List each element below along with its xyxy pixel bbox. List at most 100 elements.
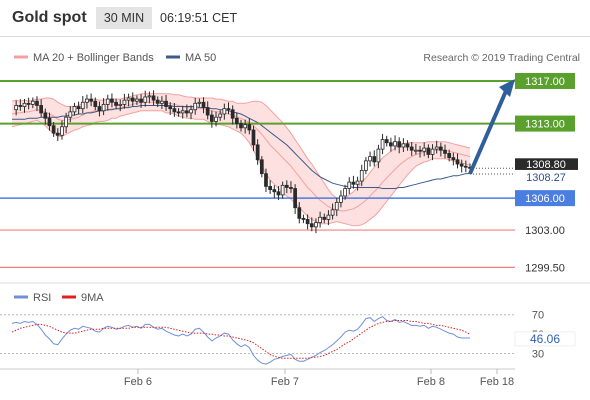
candle-body [76,106,81,110]
ma50-line [12,105,470,189]
candle-body [230,109,235,119]
bollinger-legend-label: MA 20 + Bollinger Bands [33,52,154,64]
rsi-legend-label: RSI [33,292,51,304]
candle-body [380,139,385,150]
candle-body [430,148,435,155]
rsi-legend: RSI 9MA [14,292,104,304]
candle-body [397,141,402,148]
candle-body [234,117,239,124]
candle-body [201,101,206,109]
candle-body [314,222,318,228]
candle-body [130,97,135,102]
rsi-tick-label: 70 [532,310,544,322]
candle-body [18,105,23,107]
candle-body [330,209,335,216]
candle-body [389,142,393,147]
x-tick-label: Feb 8 [417,376,445,388]
candle-body [55,132,60,136]
candle-body [443,149,447,154]
level-tag-1299-50: 1299.50 [525,262,565,274]
candle-body [372,156,377,163]
candle-body [438,146,443,151]
candle-body [343,188,347,197]
candle-body [405,143,410,148]
bollinger-lower-line [11,110,471,227]
candle-body [151,95,156,101]
candle-body [209,114,214,122]
candle-body [305,219,310,225]
candle-body [85,98,89,103]
candle-body [455,159,460,165]
candle-body [351,181,356,185]
candle-body [60,126,64,136]
chart-legend: MA 20 + Bollinger Bands MA 50 Research ©… [14,52,580,64]
candle-body [264,173,268,187]
candle-body [64,116,68,128]
candle-body [143,96,148,103]
candle-body [239,123,243,129]
candle-body [47,117,52,127]
level-tag-bg-1299-50 [515,259,575,276]
candle-body [89,98,93,102]
pivot-tag: 1308.27 [526,172,566,184]
candle-body [114,101,118,106]
x-axis: Feb 6 Feb 7 Feb 8 Feb 18 [0,368,515,388]
candle-body [226,108,231,111]
candle-body [105,98,110,105]
candle-body [463,165,468,168]
candle-body [326,214,331,220]
candle-body [118,104,123,106]
candle-body [259,159,264,175]
candle-body [14,105,19,111]
candle-body [30,100,35,105]
candle-body [168,106,173,110]
rsi-tick-label: 30 [532,348,544,360]
candle-body [251,129,256,146]
candle-body [189,109,193,114]
level-tag-1303-00: 1303.00 [525,225,565,237]
candle-body [359,170,364,182]
candle-body [434,146,439,150]
candle-body [197,101,202,104]
x-tick-label: Feb 6 [124,376,152,388]
candle-body [322,216,327,220]
forecast-arrow [468,78,515,175]
candle-body [172,108,177,113]
candle-body [214,116,218,122]
candle-body [164,100,168,107]
rsi-current-tag-bg [514,331,576,347]
bollinger-band-fill [12,93,470,226]
candle-body [289,187,293,189]
timeframe-button[interactable]: 30 MIN [96,7,152,29]
candle-body [401,143,406,148]
level-tag-bg-1313-00 [515,115,575,132]
candle-body [39,105,44,114]
forecast-arrow-shaft [468,90,508,175]
level-tag-1317-00: 1317.00 [525,76,565,88]
candle-body [222,108,227,115]
candle-body [97,106,102,112]
candle-body [368,156,372,162]
candle-body [155,99,160,104]
candle-body [309,223,314,228]
candle-body [414,149,418,152]
candle-body [297,207,302,219]
rsi-ma-line [11,320,471,359]
candle-body [93,100,98,107]
moving-averages [11,101,471,212]
candle-body [26,102,31,105]
x-tick-label: Feb 7 [271,376,299,388]
candle-body [422,147,427,152]
candle-body [293,188,297,209]
candle-body [180,110,185,114]
candle-body [110,98,114,103]
candle-body [426,147,431,155]
candle-body [243,124,248,129]
candle-body [364,160,368,171]
candle-body [22,102,27,107]
candle-body [218,113,223,118]
candle-body [72,106,77,113]
candle-body [176,111,181,114]
candle-body [35,100,39,106]
